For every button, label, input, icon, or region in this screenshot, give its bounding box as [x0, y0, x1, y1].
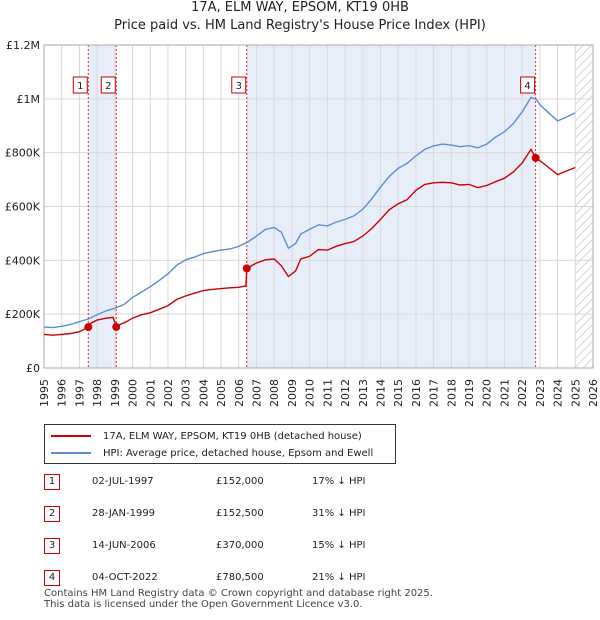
sale-price: £780,500 [216, 572, 264, 583]
sale-label-box [231, 76, 247, 94]
footer-line: Contains HM Land Registry data © Crown c… [44, 588, 433, 599]
x-tick-label: 2023 [534, 379, 547, 407]
y-tick-label: £1.2M [6, 39, 40, 52]
chart-subtitle: Price paid vs. HM Land Registry's House … [114, 18, 486, 33]
x-tick-label: 2003 [180, 379, 193, 407]
sale-hpi-diff: 21% ↓ HPI [312, 572, 366, 583]
sale-point [84, 323, 93, 332]
x-tick-label: 2009 [286, 379, 299, 407]
sale-number-badge: 2 [44, 506, 60, 522]
x-tick-label: 2011 [321, 379, 334, 407]
x-tick-label: 2000 [127, 379, 140, 407]
footer-line: This data is licensed under the Open Gov… [44, 599, 363, 610]
y-tick-label: £1M [17, 93, 41, 106]
legend-label-property: 17A, ELM WAY, EPSOM, KT19 0HB (detached … [103, 430, 362, 442]
y-tick-label: £0 [26, 362, 40, 375]
x-tick-label: 2002 [162, 379, 175, 407]
x-tick-label: 2008 [268, 379, 281, 407]
sale-label-number: 3 [236, 81, 242, 92]
x-tick-label: 2020 [481, 379, 494, 407]
x-tick-label: 2013 [357, 379, 370, 407]
x-tick-label: 2021 [498, 379, 511, 407]
y-tick-label: £600K [5, 201, 41, 214]
x-tick-label: 1995 [38, 379, 51, 407]
sale-label-box [72, 76, 88, 94]
x-tick-label: 2022 [516, 379, 529, 407]
x-tick-label: 2012 [339, 379, 352, 407]
legend-swatch-hpi [51, 452, 91, 454]
legend-swatch-property [51, 435, 91, 437]
x-tick-label: 2016 [410, 379, 423, 407]
sale-date: 02-JUL-1997 [92, 476, 154, 487]
sale-label-number: 2 [105, 81, 111, 92]
sale-hpi-diff: 31% ↓ HPI [312, 508, 366, 519]
sale-date: 04-OCT-2022 [92, 572, 158, 583]
sale-hpi-diff: 15% ↓ HPI [312, 540, 366, 551]
legend: 17A, ELM WAY, EPSOM, KT19 0HB (detached … [44, 424, 396, 464]
x-tick-label: 1998 [91, 379, 104, 407]
sale-label-box [100, 76, 116, 94]
x-tick-label: 2001 [144, 379, 157, 407]
sale-price: £152,000 [216, 476, 264, 487]
legend-item-property: 17A, ELM WAY, EPSOM, KT19 0HB (detached … [51, 428, 362, 444]
sale-row: 4 04-OCT-2022 £780,500 21% ↓ HPI [0, 570, 600, 590]
x-tick-label: 2006 [233, 379, 246, 407]
sale-price: £370,000 [216, 540, 264, 551]
x-tick-label: 2026 [587, 379, 600, 407]
legend-label-hpi: HPI: Average price, detached house, Epso… [103, 447, 374, 459]
x-tick-label: 1997 [73, 379, 86, 407]
y-tick-label: £200K [5, 308, 41, 321]
legend-item-hpi: HPI: Average price, detached house, Epso… [51, 445, 373, 461]
sale-label-number: 1 [77, 81, 83, 92]
sale-number-badge: 3 [44, 538, 60, 554]
sale-price: £152,500 [216, 508, 264, 519]
x-tick-label: 2019 [463, 379, 476, 407]
x-tick-label: 2004 [197, 379, 210, 407]
x-tick-label: 2024 [552, 379, 565, 407]
x-tick-label: 2014 [374, 379, 387, 407]
sale-row: 2 28-JAN-1999 £152,500 31% ↓ HPI [0, 506, 600, 526]
x-tick-label: 1999 [109, 379, 122, 407]
sale-hpi-diff: 17% ↓ HPI [312, 476, 366, 487]
chart-title: 17A, ELM WAY, EPSOM, KT19 0HB [191, 0, 409, 15]
y-tick-label: £800K [5, 147, 41, 160]
x-tick-label: 2007 [251, 379, 264, 407]
sale-date: 14-JUN-2006 [92, 540, 156, 551]
sale-row: 3 14-JUN-2006 £370,000 15% ↓ HPI [0, 538, 600, 558]
sale-row: 1 02-JUL-1997 £152,000 17% ↓ HPI [0, 474, 600, 494]
sale-point [242, 264, 251, 273]
price-chart: 1 2 3 4 £0 £200K £400K £600K £800K £1M £1.2M 1995 19… [5, 39, 600, 407]
x-tick-label: 2025 [569, 379, 582, 407]
sale-number-badge: 4 [44, 570, 60, 586]
x-tick-label: 1996 [56, 379, 69, 407]
x-tick-label: 2018 [445, 379, 458, 407]
y-tick-label: £400K [5, 254, 41, 267]
x-tick-label: 2005 [215, 379, 228, 407]
sale-point [112, 322, 121, 331]
sale-label-number: 4 [524, 81, 530, 92]
footer-notice: Contains HM Land Registry data © Crown c… [44, 588, 433, 610]
x-tick-label: 2017 [428, 379, 441, 407]
sale-date: 28-JAN-1999 [92, 508, 156, 519]
sale-label-box [520, 76, 536, 94]
sale-number-badge: 1 [44, 474, 60, 490]
hpi-line [44, 96, 576, 329]
plot-frame [43, 44, 594, 369]
sale-point [531, 153, 540, 162]
x-tick-label: 2010 [304, 379, 317, 407]
x-tick-label: 2015 [392, 379, 405, 407]
